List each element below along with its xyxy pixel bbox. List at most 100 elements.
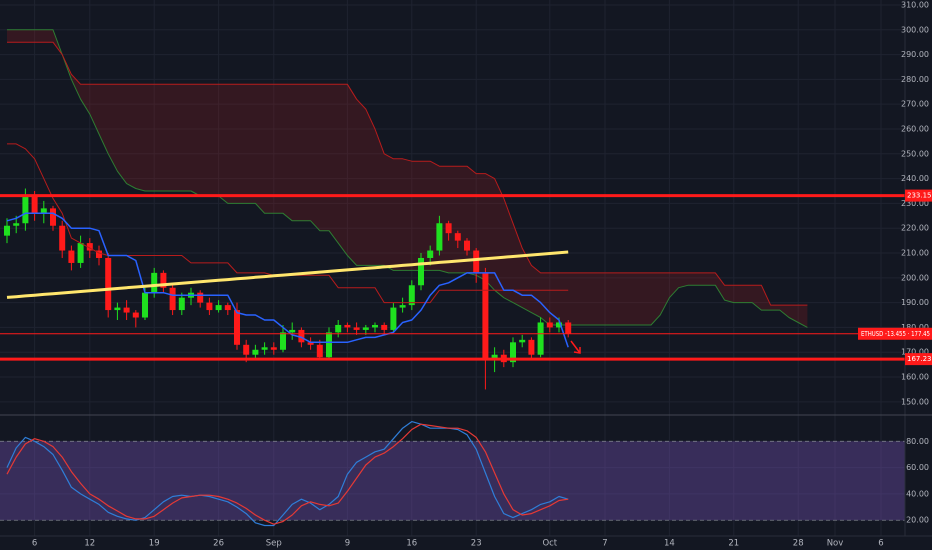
x-tick-label: 6 bbox=[878, 539, 883, 549]
candle-body bbox=[399, 305, 406, 308]
x-tick-label: 28 bbox=[793, 539, 804, 549]
candle-body bbox=[408, 285, 415, 306]
candle-body bbox=[22, 195, 29, 224]
candle-body bbox=[13, 223, 20, 226]
x-tick-label: 19 bbox=[149, 539, 160, 549]
plot-layer bbox=[0, 29, 905, 527]
candle-body bbox=[96, 250, 102, 258]
x-tick-label: Oct bbox=[542, 539, 557, 549]
level-tag-label: 167.23 bbox=[907, 355, 932, 363]
candle-body bbox=[482, 272, 489, 360]
price-tag bbox=[858, 327, 932, 340]
candle-body bbox=[206, 302, 213, 311]
candle-body bbox=[537, 322, 544, 355]
candle-body bbox=[335, 324, 342, 333]
y-tick-label: 310.00 bbox=[901, 0, 929, 9]
candle-body bbox=[528, 339, 535, 355]
candle-body bbox=[546, 322, 553, 328]
candle-body bbox=[454, 233, 461, 241]
candle-body bbox=[491, 354, 498, 360]
x-tick-label: Sep bbox=[266, 539, 282, 549]
band bbox=[0, 441, 905, 521]
price-tag-label: ETHUSD -13.455 · 177.45 bbox=[861, 330, 930, 338]
y-tick-label: 220.00 bbox=[901, 224, 929, 233]
candle-body bbox=[381, 324, 388, 330]
annotation-arrow bbox=[570, 340, 581, 354]
candle-body bbox=[178, 297, 185, 311]
candle-body bbox=[418, 257, 424, 286]
candle-body bbox=[114, 307, 121, 311]
candle-body bbox=[4, 225, 10, 236]
candle-body bbox=[372, 324, 378, 328]
y-tick-label: 280.00 bbox=[901, 75, 929, 84]
cloud-fill bbox=[7, 29, 808, 328]
candle-body bbox=[160, 272, 167, 288]
label-layer: 6 12 19 26 Sep 9 16 23 Oct 7 14 21 28 Nov 6 150.00 160.0… bbox=[32, 0, 932, 549]
candle-body bbox=[280, 332, 286, 350]
candle-body bbox=[197, 292, 204, 303]
y-tick-label: 170.00 bbox=[901, 348, 929, 357]
candle-body bbox=[132, 312, 139, 318]
cloud-span-a bbox=[7, 29, 808, 328]
candle-body bbox=[353, 327, 360, 330]
level-tag-label: 233.15 bbox=[907, 192, 932, 200]
candle-body bbox=[362, 327, 369, 330]
x-tick-label: 7 bbox=[602, 539, 607, 549]
y-tick-label: 40.00 bbox=[906, 489, 929, 498]
y-tick-label: 250.00 bbox=[901, 149, 929, 158]
y-tick-label: 200.00 bbox=[901, 273, 929, 282]
y-tick-label: 80.00 bbox=[906, 437, 929, 446]
candle-body bbox=[464, 240, 470, 251]
candle-body bbox=[298, 329, 305, 343]
candle-body bbox=[427, 250, 434, 258]
y-tick-label: 300.00 bbox=[901, 25, 929, 34]
y-tick-label: 230.00 bbox=[901, 199, 929, 208]
y-tick-label: 180.00 bbox=[901, 323, 929, 332]
y-tick-label: 260.00 bbox=[901, 124, 929, 133]
candle-body bbox=[556, 322, 562, 328]
candle-body bbox=[50, 208, 56, 226]
candle-body bbox=[390, 307, 397, 330]
candle-body bbox=[224, 305, 231, 311]
candle-body bbox=[169, 287, 176, 311]
indicator-line bbox=[6, 250, 569, 299]
candle-body bbox=[445, 223, 452, 234]
candle-body bbox=[123, 307, 130, 313]
grid-layer bbox=[0, 0, 905, 536]
candle-body bbox=[436, 223, 443, 251]
y-tick-label: 160.00 bbox=[901, 373, 929, 382]
x-tick-label: 23 bbox=[471, 539, 482, 549]
candle-body bbox=[270, 347, 277, 350]
y-tick-label: 190.00 bbox=[901, 298, 929, 307]
y-tick-label: 270.00 bbox=[901, 100, 929, 109]
indicator-line bbox=[6, 212, 569, 348]
candle-body bbox=[59, 225, 66, 251]
candle-body bbox=[215, 305, 222, 311]
series-line bbox=[6, 421, 569, 527]
x-tick-label: Nov bbox=[827, 539, 844, 549]
candle-body bbox=[105, 257, 112, 311]
candle-body bbox=[86, 243, 93, 251]
x-tick-label: 12 bbox=[84, 539, 95, 549]
candle-body bbox=[243, 344, 250, 355]
candle-body bbox=[473, 250, 480, 273]
y-tick-label: 60.00 bbox=[906, 463, 929, 472]
y-tick-label: 20.00 bbox=[906, 516, 929, 525]
candle-body bbox=[68, 250, 75, 263]
candle-body bbox=[234, 310, 240, 345]
candle-body bbox=[519, 339, 526, 343]
y-tick-label: 150.00 bbox=[901, 397, 929, 406]
candle-body bbox=[40, 208, 47, 214]
candle-body bbox=[316, 344, 323, 358]
candle-body bbox=[261, 347, 268, 350]
level-tag bbox=[905, 353, 932, 366]
candle-body bbox=[307, 342, 314, 345]
candle-body bbox=[252, 349, 259, 355]
y-tick-label: 210.00 bbox=[901, 249, 929, 258]
candle-body bbox=[77, 243, 84, 263]
x-tick-label: 6 bbox=[32, 539, 37, 549]
candle-body bbox=[344, 324, 351, 328]
y-tick-label: 240.00 bbox=[901, 174, 929, 183]
